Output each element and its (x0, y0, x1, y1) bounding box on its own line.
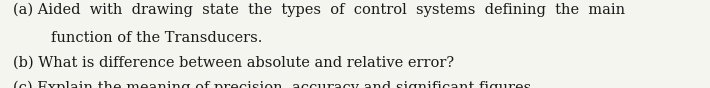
Text: (c) Explain the meaning of precision, accuracy and significant figures.: (c) Explain the meaning of precision, ac… (13, 81, 535, 88)
Text: function of the Transducers.: function of the Transducers. (51, 31, 263, 45)
Text: (b) What is difference between absolute and relative error?: (b) What is difference between absolute … (13, 55, 454, 69)
Text: (a) Aided  with  drawing  state  the  types  of  control  systems  defining  the: (a) Aided with drawing state the types o… (13, 3, 625, 17)
